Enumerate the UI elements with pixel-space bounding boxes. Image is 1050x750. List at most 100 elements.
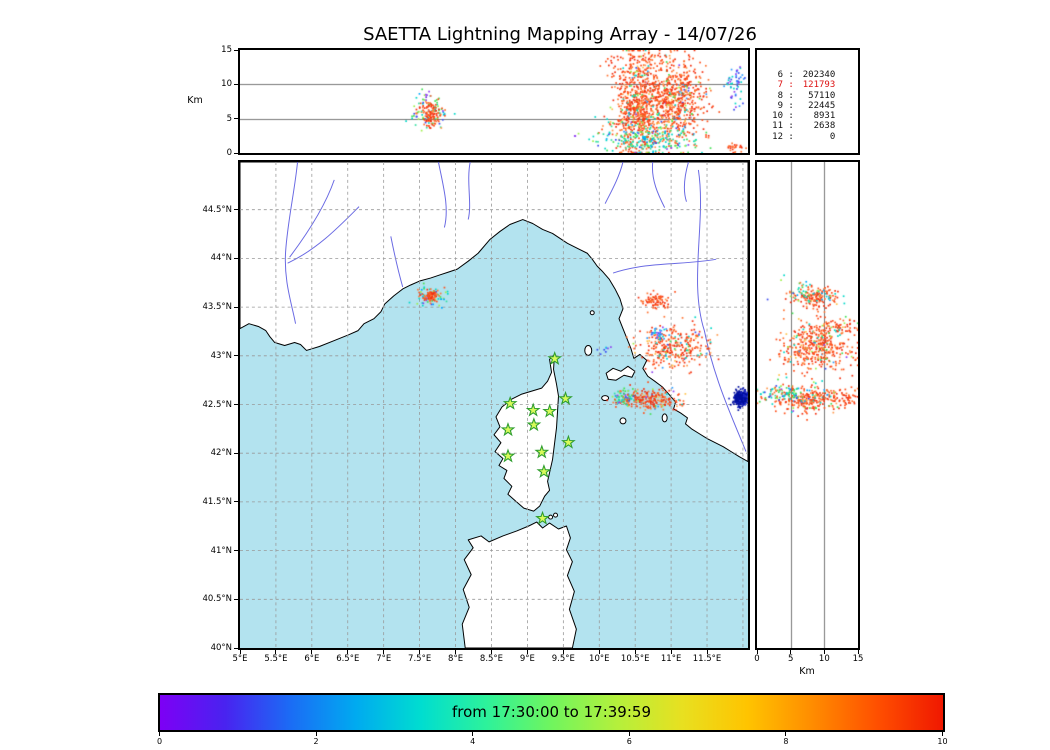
station-count-legend: 6 : 202340 7 : 121793 8 : 57110 9 : 22445 10… [755, 48, 860, 155]
stats-row: 10 : 8931 [769, 111, 858, 121]
colorbar-label: from 17:30:00 to 17:39:59 [451, 703, 651, 721]
alt-axis-tick-label: 15 [221, 45, 232, 55]
right-alt-tick-label: 10 [818, 654, 830, 664]
tick-mark [315, 732, 317, 736]
map-panel [238, 160, 750, 650]
tick-mark [455, 650, 457, 654]
lat-tick-label: 40.5°N [202, 594, 232, 605]
stats-source-count: 2638 [813, 121, 836, 132]
tick-mark [706, 650, 708, 654]
tick-mark [383, 650, 385, 654]
stats-min-stations: 12 [772, 131, 783, 142]
lat-tick-label: 43°N [210, 350, 232, 361]
tick-mark [790, 650, 792, 654]
altitude-latitude-scatter-canvas [757, 162, 858, 648]
tick-mark [347, 650, 349, 654]
tick-mark [942, 732, 943, 736]
lat-tick-label: 41°N [210, 545, 232, 556]
tick-mark [311, 650, 313, 654]
stats-min-stations: 7 [777, 80, 783, 91]
altitude-axis-label: Km [187, 95, 203, 106]
lon-tick-label: 9°E [519, 654, 535, 664]
altitude-longitude-scatter-canvas [240, 50, 748, 153]
tick-mark [490, 650, 492, 654]
right-altitude-axis-label: Km [799, 666, 815, 677]
altitude-latitude-panel [755, 160, 860, 650]
stats-separator: : [783, 80, 800, 91]
tick-mark [598, 650, 600, 654]
stats-row: 9 : 22445 [769, 101, 858, 111]
tick-mark [234, 83, 238, 85]
lon-tick-label: 11.5°E [692, 654, 722, 664]
stats-separator: : [783, 111, 800, 122]
stats-source-count: 121793 [802, 80, 836, 91]
stats-separator: : [783, 131, 800, 142]
stats-min-stations: 8 [777, 90, 783, 101]
tick-mark [857, 650, 859, 654]
stats-source-count: 0 [829, 131, 836, 142]
lat-tick-label: 40°N [210, 643, 232, 653]
stats-row: 11 : 2638 [769, 121, 858, 131]
colorbar-tick-label: 0 [156, 737, 163, 746]
tick-mark [234, 550, 238, 552]
altitude-longitude-panel [238, 48, 750, 155]
tick-mark [159, 732, 160, 736]
lon-tick-label: 5°E [232, 654, 248, 664]
lat-tick-label: 44.5°N [202, 204, 232, 215]
tick-mark [234, 49, 238, 51]
lat-tick-label: 44°N [210, 253, 232, 264]
stats-separator: : [783, 90, 800, 101]
stats-source-count: 8931 [813, 111, 836, 122]
lon-tick-label: 10.5°E [620, 654, 650, 664]
tick-mark [234, 118, 238, 120]
lon-tick-label: 9.5°E [551, 654, 575, 664]
tick-mark [239, 650, 241, 654]
stats-separator: : [783, 100, 800, 111]
stats-row: 6 : 202340 [769, 70, 858, 80]
tick-mark [234, 355, 238, 357]
tick-mark [275, 650, 277, 654]
lon-tick-label: 8°E [448, 654, 464, 664]
time-colorbar: from 17:30:00 to 17:39:59 [158, 693, 945, 732]
tick-mark [670, 650, 672, 654]
tick-mark [823, 650, 825, 654]
tick-mark [234, 209, 238, 211]
lon-tick-label: 6.5°E [336, 654, 360, 664]
lon-tick-label: 7°E [376, 654, 392, 664]
tick-mark [234, 452, 238, 454]
colorbar-tick-label: 2 [313, 737, 319, 746]
alt-axis-tick-label: 10 [221, 79, 232, 90]
tick-mark [756, 650, 758, 654]
tick-mark [234, 501, 238, 503]
stats-row: 12 : 0 [769, 132, 858, 142]
stats-source-count: 57110 [808, 90, 836, 101]
alt-axis-tick-label: 5 [226, 113, 232, 124]
tick-mark [628, 732, 630, 736]
tick-mark [234, 647, 238, 649]
lat-tick-label: 42.5°N [202, 399, 232, 410]
stats-row: 7 : 121793 [769, 80, 858, 90]
lon-tick-label: 10°E [589, 654, 610, 664]
right-alt-tick-label: 0 [754, 654, 760, 664]
stats-min-stations: 9 [777, 100, 783, 111]
lat-tick-label: 43.5°N [202, 302, 232, 313]
stats-source-count: 22445 [808, 100, 836, 111]
stats-min-stations: 11 [772, 121, 783, 132]
tick-mark [472, 732, 474, 736]
tick-mark [234, 152, 238, 154]
tick-mark [234, 404, 238, 405]
colorbar-tick-label: 10 [937, 737, 948, 746]
tick-mark [562, 650, 564, 654]
right-alt-tick-label: 15 [852, 654, 864, 664]
tick-mark [785, 732, 787, 736]
tick-mark [526, 650, 528, 654]
lon-tick-label: 6°E [304, 654, 320, 664]
tick-mark [234, 257, 238, 259]
map-scatter-canvas [240, 162, 748, 648]
stats-min-stations: 6 [777, 70, 783, 80]
lat-tick-label: 42°N [210, 448, 232, 459]
lon-tick-label: 5.5°E [264, 654, 288, 664]
tick-mark [419, 650, 421, 654]
stats-source-count: 202340 [802, 70, 836, 80]
